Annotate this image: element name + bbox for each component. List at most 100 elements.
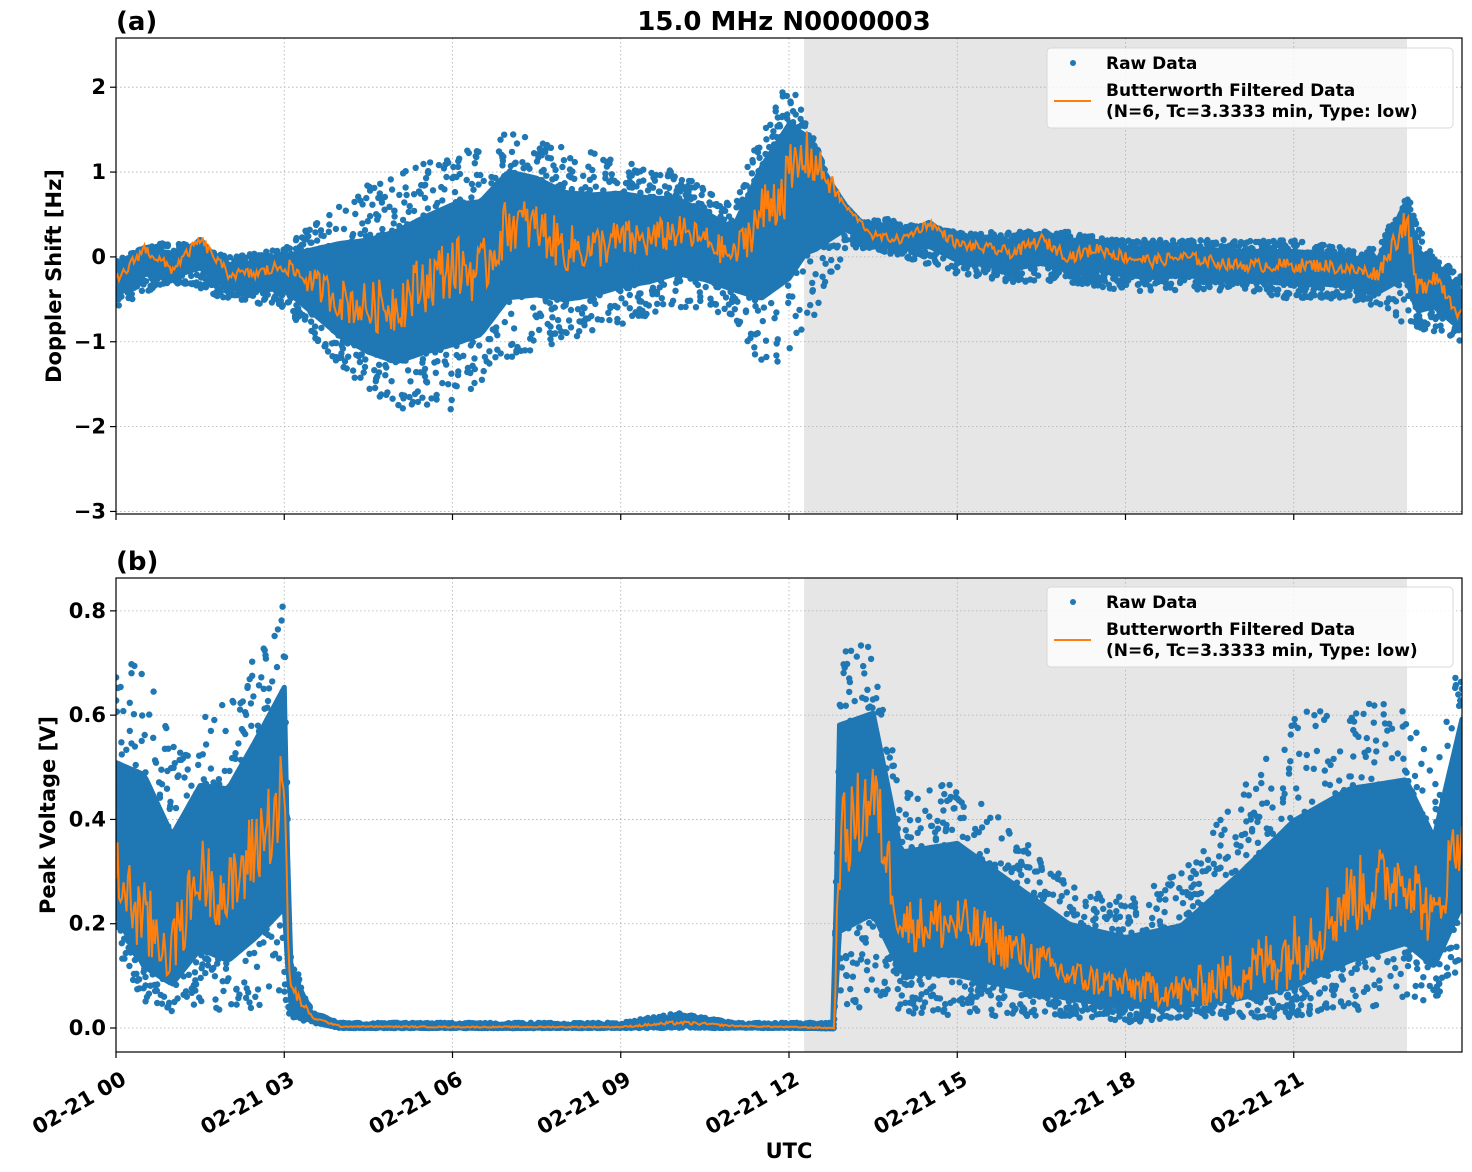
raw-data-point	[399, 216, 407, 224]
raw-data-point	[786, 345, 793, 352]
raw-data-point	[479, 295, 487, 303]
raw-data-point	[633, 263, 640, 270]
raw-data-point	[896, 221, 904, 228]
raw-data-point	[828, 268, 835, 275]
raw-data-point	[775, 146, 783, 154]
raw-data-point	[488, 281, 495, 288]
raw-data-point	[510, 202, 518, 210]
raw-data-point	[158, 248, 165, 255]
raw-data-point	[411, 233, 419, 241]
raw-data-point	[1033, 260, 1040, 267]
raw-data-point	[404, 346, 412, 354]
raw-data-point	[598, 316, 605, 324]
raw-data-point	[590, 173, 597, 181]
raw-data-point	[477, 327, 484, 335]
raw-data-point	[475, 148, 482, 155]
raw-data-point	[587, 225, 595, 232]
raw-data-point	[528, 330, 535, 337]
raw-data-point	[138, 287, 146, 294]
raw-data-point	[614, 319, 621, 326]
raw-data-point	[576, 328, 583, 335]
raw-data-point	[640, 209, 647, 217]
raw-data-point	[385, 251, 393, 258]
raw-data-point	[364, 335, 371, 342]
raw-data-point	[381, 193, 389, 201]
raw-data-point	[471, 365, 478, 373]
raw-data-point	[656, 188, 663, 195]
raw-data-point	[353, 327, 360, 334]
raw-data-point	[313, 237, 321, 244]
raw-data-point	[507, 256, 514, 264]
raw-data-point	[1136, 287, 1144, 294]
raw-data-point	[359, 220, 366, 227]
raw-data-point	[584, 268, 592, 276]
raw-data-point	[484, 232, 491, 239]
raw-data-point	[822, 239, 830, 246]
raw-data-point	[391, 213, 398, 220]
raw-data-point	[526, 165, 533, 172]
raw-data-point	[592, 183, 599, 190]
raw-data-point	[546, 273, 553, 281]
raw-data-point	[789, 293, 796, 300]
raw-data-point	[433, 391, 440, 399]
raw-data-point	[390, 353, 397, 360]
raw-data-point	[449, 310, 456, 317]
raw-data-point	[196, 247, 203, 255]
raw-data-point	[763, 136, 770, 143]
raw-data-point	[702, 261, 709, 268]
raw-data-point	[286, 245, 294, 252]
raw-data-point	[588, 312, 595, 320]
raw-data-point	[540, 201, 547, 209]
raw-data-point	[649, 184, 657, 191]
raw-data-point	[477, 232, 484, 239]
raw-data-point	[809, 279, 816, 287]
raw-data-point	[361, 227, 369, 234]
raw-data-point	[246, 282, 254, 289]
raw-data-point	[387, 341, 395, 348]
raw-data-point	[294, 254, 301, 261]
raw-data-point	[342, 207, 349, 214]
raw-data-point	[441, 303, 448, 310]
raw-data-point	[783, 235, 791, 242]
raw-data-point	[226, 254, 234, 261]
raw-data-point	[497, 350, 504, 357]
raw-data-point	[763, 151, 770, 158]
raw-data-point	[307, 318, 315, 325]
raw-data-point	[518, 252, 526, 260]
raw-data-point	[521, 133, 529, 141]
raw-data-point	[547, 335, 554, 343]
raw-data-point	[320, 232, 327, 240]
raw-data-point	[751, 297, 759, 304]
raw-data-point	[508, 148, 516, 156]
raw-data-point	[509, 278, 516, 285]
raw-data-point	[414, 398, 422, 406]
raw-data-point	[578, 310, 586, 317]
raw-data-point	[589, 327, 596, 334]
raw-data-point	[811, 311, 818, 318]
raw-data-point	[424, 312, 431, 320]
raw-data-point	[751, 351, 759, 358]
raw-data-point	[402, 168, 409, 175]
raw-data-point	[751, 177, 758, 184]
raw-data-point	[380, 270, 387, 277]
raw-data-point	[489, 314, 496, 321]
raw-data-point	[438, 232, 446, 240]
raw-data-point	[351, 334, 358, 341]
raw-data-point	[637, 189, 644, 196]
raw-data-point	[510, 131, 517, 138]
raw-data-point	[630, 224, 637, 231]
raw-data-point	[643, 310, 650, 318]
raw-data-point	[774, 358, 781, 365]
raw-data-point	[404, 367, 412, 374]
raw-data-point	[298, 297, 305, 304]
raw-data-point	[355, 240, 362, 247]
raw-data-point	[634, 280, 641, 287]
raw-data-point	[819, 199, 826, 206]
raw-data-point	[804, 309, 811, 316]
raw-data-point	[340, 225, 348, 233]
raw-data-point	[498, 189, 505, 196]
raw-data-point	[554, 296, 561, 303]
raw-data-point	[773, 352, 780, 359]
raw-data-point	[140, 270, 148, 277]
raw-data-point	[428, 395, 435, 402]
